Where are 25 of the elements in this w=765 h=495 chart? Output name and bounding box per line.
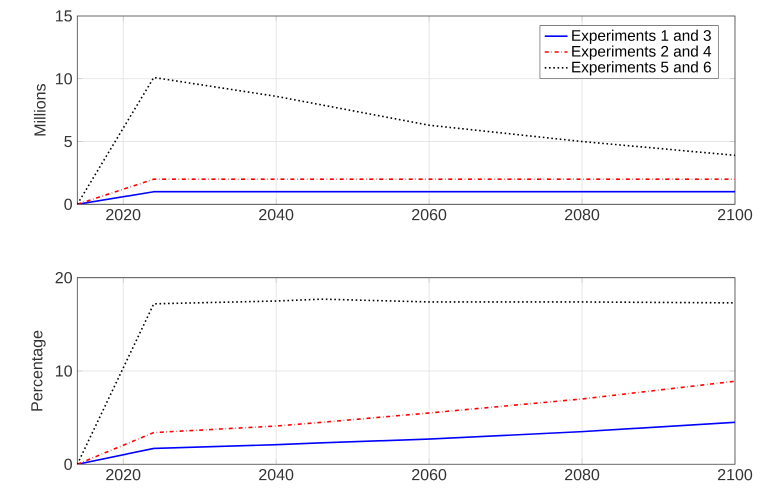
y-tick-label: 5 xyxy=(64,136,72,148)
y-axis-title: Millions xyxy=(34,84,46,136)
x-tick-label: 2060 xyxy=(412,209,446,220)
x-tick-label: 2100 xyxy=(718,469,752,480)
legend-label: Experiments 2 and 4 xyxy=(572,45,712,60)
x-tick-label: 2080 xyxy=(565,469,600,480)
x-tick-label: 2100 xyxy=(718,209,752,220)
x-tick-label: 2040 xyxy=(259,469,294,480)
x-tick-label: 2020 xyxy=(106,209,140,220)
y-tick-label: 10 xyxy=(56,365,72,377)
y-tick-label: 15 xyxy=(56,10,72,22)
legend-label: Experiments 5 and 6 xyxy=(572,61,711,76)
y-tick-label: 0 xyxy=(64,458,72,470)
line-series xyxy=(77,380,735,464)
x-tick-label: 2040 xyxy=(259,209,294,220)
x-tick-label: 2020 xyxy=(106,469,140,480)
line-series xyxy=(77,298,735,464)
x-tick-label: 2060 xyxy=(412,469,446,480)
y-tick-label: 0 xyxy=(64,198,72,210)
y-axis-title: Percentage xyxy=(31,330,46,411)
x-tick-label: 2080 xyxy=(565,209,600,220)
legend-label: Experiments 1 and 3 xyxy=(572,30,711,44)
y-tick-label: 10 xyxy=(56,73,72,84)
y-tick-label: 20 xyxy=(56,272,72,284)
line-series xyxy=(77,76,735,204)
